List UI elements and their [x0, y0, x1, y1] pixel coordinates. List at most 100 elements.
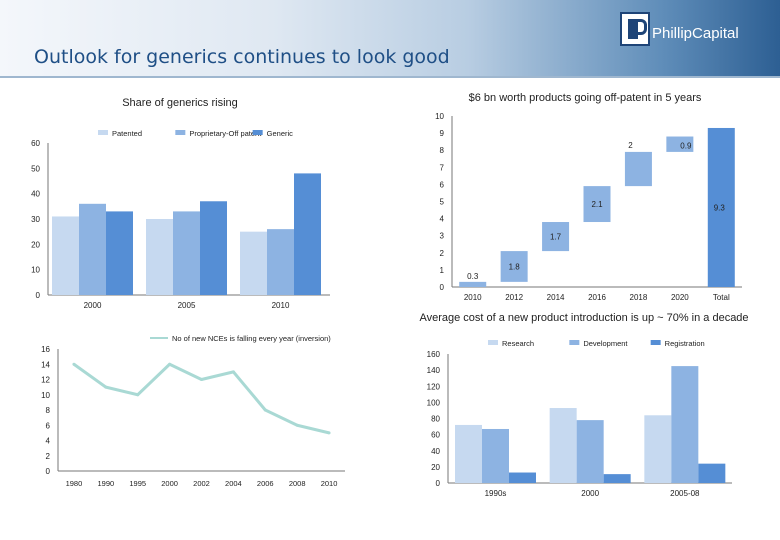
chart3-ytick: 8 [46, 406, 51, 415]
chart3-point [104, 385, 108, 389]
chart3-ytick: 16 [41, 345, 50, 354]
chart2-bar [500, 251, 528, 282]
chart1-bar [294, 173, 321, 295]
chart4-bar [549, 408, 577, 483]
legend-label: Research [502, 339, 534, 348]
legend-swatch [175, 130, 186, 135]
chart4-bar [671, 366, 699, 483]
chart3-line [73, 362, 330, 435]
chart4-bar [698, 463, 726, 483]
chart2-bar [459, 281, 487, 287]
chart4-ytick: 120 [427, 382, 441, 391]
chart2-data-label: 1.7 [550, 233, 562, 242]
chart1-ytick: 0 [36, 291, 41, 300]
chart3-point [295, 423, 299, 427]
chart1-ytick: 20 [31, 240, 40, 249]
chart1-bar [267, 229, 294, 295]
chart4-xtick: 2000 [581, 489, 599, 498]
chart3-xtick: 1990 [97, 479, 114, 488]
chart1-xtick: 2000 [84, 301, 102, 310]
chart3-point [263, 408, 267, 412]
chart4-title: Average cost of a new product introducti… [419, 312, 748, 324]
chart3-point [327, 431, 331, 435]
chart3-point [168, 362, 172, 366]
chart1-bar [200, 201, 227, 295]
chart2-bar [666, 136, 694, 152]
chart3-xtick: 1980 [66, 479, 83, 488]
chart3-xtick: 2010 [321, 479, 338, 488]
chart3-ytick: 0 [46, 467, 51, 476]
chart4-bar [576, 420, 604, 483]
legend-label: Patented [112, 129, 142, 138]
chart4-ytick: 80 [431, 415, 440, 424]
chart3-point [72, 362, 76, 366]
chart2-bar [583, 186, 611, 223]
chart3-ytick: 6 [46, 421, 51, 430]
chart1-bar [240, 231, 267, 295]
logo-icon [620, 12, 650, 46]
chart2-data-label: 0.3 [467, 272, 479, 281]
chart3-xtick: 2006 [257, 479, 274, 488]
chart2-xtick: 2010 [464, 293, 482, 302]
chart2-ytick: 7 [440, 163, 445, 172]
header-divider [0, 76, 780, 78]
chart2-ytick: 2 [440, 249, 445, 258]
chart2-ytick: 4 [440, 215, 445, 224]
logo-text: PhillipCapital [652, 25, 739, 42]
chart1-bar [52, 216, 79, 295]
legend-swatch [569, 340, 580, 345]
chart3-xtick: 2004 [225, 479, 242, 488]
chart2-ytick: 6 [440, 180, 445, 189]
chart1-xtick: 2010 [272, 301, 290, 310]
chart3-xtick: 1995 [129, 479, 146, 488]
chart2-ytick: 8 [440, 146, 445, 155]
chart2-bar [542, 222, 570, 252]
header-banner [0, 0, 780, 76]
legend-swatch [488, 340, 498, 345]
chart4-bar [509, 472, 536, 483]
chart1-bar [146, 219, 173, 295]
chart1-ytick: 50 [31, 164, 40, 173]
chart3-xtick: 2008 [289, 479, 306, 488]
page-title: Outlook for generics continues to look g… [34, 46, 450, 68]
chart4-ytick: 140 [427, 366, 441, 375]
chart2-ytick: 9 [440, 129, 445, 138]
chart1-title: Share of generics rising [122, 97, 238, 109]
chart2-xtick: 2016 [588, 293, 606, 302]
chart2-title: $6 bn worth products going off-patent in… [469, 92, 702, 104]
chart4-xtick: 1990s [485, 489, 507, 498]
chart4-ytick: 160 [427, 350, 441, 359]
chart3-point [200, 378, 203, 381]
chart4-ytick: 40 [431, 447, 440, 456]
chart2-data-label: 0.9 [680, 142, 692, 151]
chart3-xtick: 2002 [193, 479, 210, 488]
chart2-data-label: 2 [628, 141, 633, 150]
chart1-ytick: 30 [31, 215, 40, 224]
chart2-data-label: 9.3 [714, 203, 726, 212]
chart4-xtick: 2005-08 [670, 489, 700, 498]
chart2-data-label: 1.8 [509, 262, 521, 271]
chart2-ytick: 3 [440, 232, 445, 241]
chart4-ytick: 100 [427, 398, 441, 407]
chart4-bar [455, 424, 482, 483]
chart4-ytick: 0 [436, 479, 441, 488]
legend-label: Registration [665, 339, 705, 348]
chart3-ytick: 2 [46, 452, 51, 461]
legend-label: Proprietary-Off patent [189, 129, 262, 138]
chart3-ytick: 14 [41, 360, 50, 369]
chart3-ytick: 4 [46, 437, 51, 446]
chart1-bar [106, 211, 133, 295]
chart2-bar [707, 127, 735, 287]
chart2-xtick: 2020 [671, 293, 689, 302]
legend-label: Development [583, 339, 628, 348]
chart1-ytick: 40 [31, 190, 40, 199]
chart4-bar [482, 428, 509, 483]
chart3-xtick: 2000 [161, 479, 178, 488]
chart3-ytick: 12 [41, 376, 50, 385]
chart1-bar [173, 211, 200, 295]
chart3-ytick: 10 [41, 391, 50, 400]
legend-label: Generic [267, 129, 294, 138]
chart2-xtick: Total [713, 293, 730, 302]
chart4-bar [603, 474, 631, 483]
